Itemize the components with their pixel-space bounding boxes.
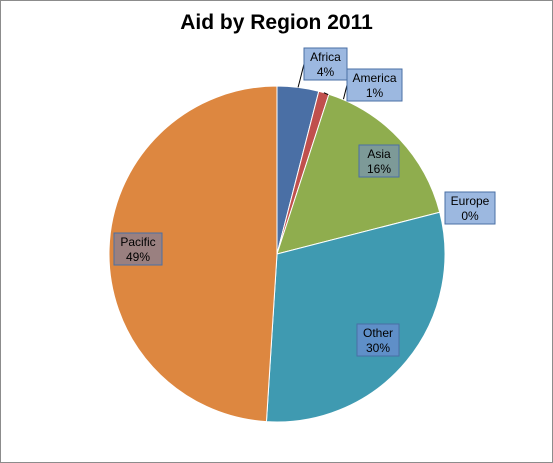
data-label-name: Europe bbox=[451, 194, 490, 208]
pie-slice-other bbox=[265, 211, 446, 423]
data-label-percent: 4% bbox=[317, 65, 335, 79]
leader-line-africa bbox=[297, 63, 305, 88]
data-label-name: Pacific bbox=[120, 235, 155, 249]
pie-slice-asia bbox=[276, 93, 441, 255]
pie-slice-pacific bbox=[108, 85, 278, 423]
data-label-percent: 0% bbox=[461, 209, 479, 223]
data-label-percent: 1% bbox=[366, 86, 384, 100]
data-label-name: Asia bbox=[367, 147, 391, 161]
data-label-name: Africa bbox=[310, 50, 341, 64]
data-label-percent: 49% bbox=[126, 250, 150, 264]
data-label-name: America bbox=[352, 71, 396, 85]
data-label-percent: 30% bbox=[366, 341, 390, 355]
data-label-name: Other bbox=[363, 326, 393, 340]
data-label-percent: 16% bbox=[367, 162, 391, 176]
chart-title: Aid by Region 2011 bbox=[180, 11, 373, 34]
